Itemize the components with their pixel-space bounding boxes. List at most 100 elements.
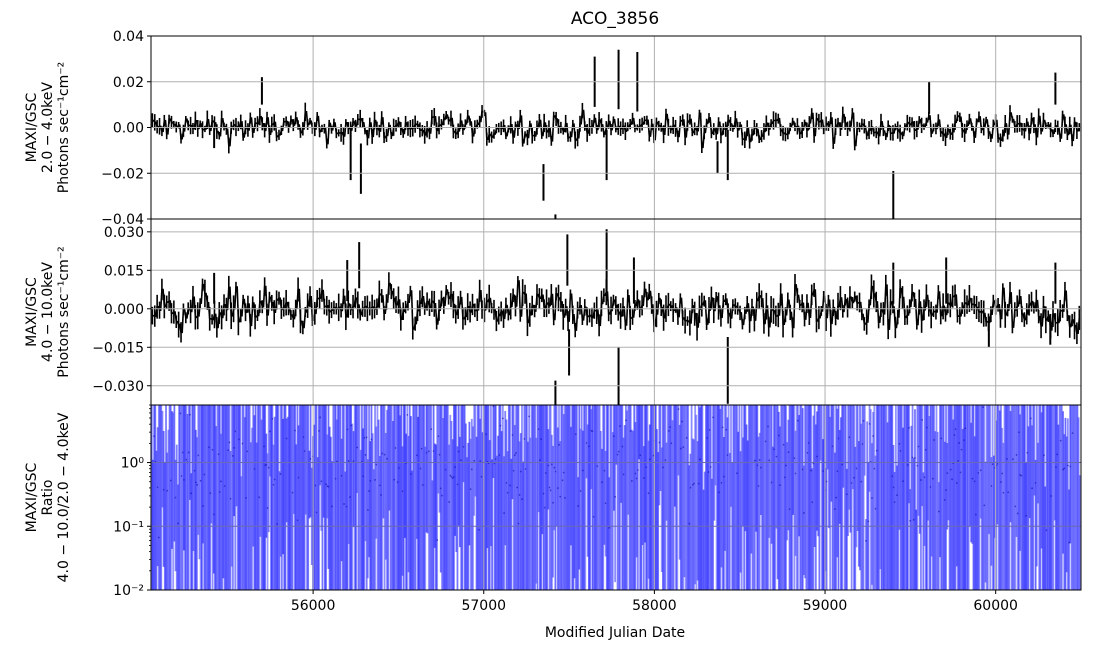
- ratio-point: [1029, 417, 1032, 420]
- ratio-point: [554, 470, 557, 473]
- ratio-point: [767, 425, 769, 428]
- plot-area-hard: [151, 229, 1081, 405]
- ratio-point: [845, 493, 848, 496]
- ratio-point: [624, 419, 627, 422]
- y-axis-label-ratio: 4.0 − 10.0/2.0 − 4.0keV: [56, 412, 72, 582]
- ratio-point: [865, 540, 867, 542]
- ratio-point: [709, 466, 712, 468]
- ratio-point: [682, 446, 685, 449]
- ratio-point: [519, 470, 522, 473]
- y-axis-label-soft: Photons sec⁻¹cm⁻²: [56, 62, 72, 194]
- ratio-point: [958, 442, 961, 444]
- ratio-point: [157, 536, 160, 539]
- ratio-point: [366, 509, 369, 511]
- panel-ratio: 10⁻² 10⁻¹ 10⁰ MAXI/GSC Ratio 4.0 − 10.0/2.0 −…: [24, 404, 1082, 599]
- ratio-point: [430, 428, 433, 431]
- ratio-point: [266, 507, 269, 509]
- ratio-point: [617, 450, 620, 453]
- plot-area-ratio: [151, 405, 1081, 590]
- ratio-point: [318, 430, 320, 432]
- y-tick-label: −0.030: [92, 379, 144, 395]
- x-tick-label: 60000: [973, 598, 1018, 614]
- ratio-point: [777, 434, 780, 437]
- y-tick-label: 0.00: [113, 121, 144, 137]
- ratio-point: [245, 496, 247, 499]
- panel-hard: −0.030 −0.015 0.000 0.015 0.030 MAXI/GSC 4.0 −…: [24, 218, 1082, 406]
- ratio-point: [229, 497, 232, 500]
- y-tick-label: −0.015: [92, 340, 144, 356]
- ratio-point: [258, 496, 261, 499]
- ratio-point: [929, 486, 932, 488]
- ratio-point: [325, 483, 327, 486]
- ratio-point: [194, 481, 197, 484]
- ratio-point: [179, 412, 182, 415]
- ratio-point: [267, 466, 270, 469]
- ratio-point: [513, 454, 516, 456]
- ratio-point: [350, 424, 353, 427]
- ratio-point: [552, 501, 554, 504]
- ratio-point: [174, 496, 177, 499]
- ratio-point: [689, 486, 692, 489]
- ratio-point: [629, 430, 632, 433]
- ratio-point: [406, 413, 409, 416]
- ratio-point: [365, 436, 368, 439]
- ratio-point: [977, 471, 980, 474]
- ratio-point: [209, 492, 212, 495]
- y-tick-label: 0.04: [113, 29, 144, 45]
- ratio-point: [448, 501, 451, 503]
- ratio-point: [549, 489, 552, 492]
- ratio-point: [619, 425, 621, 428]
- ratio-point: [614, 495, 617, 498]
- ratio-point: [285, 437, 288, 440]
- ratio-point: [271, 417, 274, 420]
- ratio-point: [585, 442, 588, 444]
- ratio-point: [393, 478, 396, 481]
- y-axis-label-hard: Photons sec⁻¹cm⁻²: [56, 246, 72, 378]
- ratio-point: [1071, 432, 1074, 435]
- ratio-point: [662, 466, 664, 469]
- ratio-point: [1014, 505, 1017, 508]
- ratio-point: [990, 485, 993, 487]
- ratio-point: [873, 467, 876, 470]
- ratio-point: [449, 474, 452, 477]
- ratio-point: [959, 471, 962, 474]
- y-tick-label: −0.04: [101, 212, 144, 228]
- ratio-point: [561, 479, 564, 482]
- ratio-point: [850, 482, 853, 484]
- ratio-point: [334, 477, 337, 480]
- ratio-point: [906, 464, 909, 466]
- ratio-point: [564, 497, 566, 499]
- ratio-point: [591, 430, 594, 433]
- ratio-point: [241, 442, 244, 445]
- y-axis-label-soft: 2.0 − 4.0keV: [40, 82, 56, 173]
- ratio-point: [363, 436, 366, 439]
- ratio-point: [645, 466, 648, 469]
- ratio-point: [189, 413, 191, 416]
- ratio-point: [383, 453, 386, 456]
- ratio-point: [757, 485, 760, 487]
- ratio-point: [494, 458, 497, 460]
- ratio-point: [979, 469, 982, 472]
- ratio-point: [470, 468, 473, 471]
- ratio-point: [309, 457, 312, 460]
- chart-title: ACO_3856: [571, 9, 659, 29]
- x-tick-label: 58000: [632, 598, 677, 614]
- ratio-point: [636, 469, 639, 471]
- ratio-point: [380, 493, 382, 496]
- ratio-point: [996, 462, 999, 465]
- ratio-point: [759, 466, 762, 469]
- ratio-point: [409, 473, 412, 475]
- ratio-point: [779, 484, 781, 487]
- ratio-point: [528, 415, 531, 418]
- ratio-point: [601, 481, 603, 484]
- ratio-point: [550, 463, 553, 466]
- ratio-point: [911, 456, 914, 459]
- ratio-point: [862, 419, 865, 422]
- ratio-point: [1059, 439, 1062, 442]
- ratio-point: [319, 416, 322, 419]
- ratio-point: [499, 424, 502, 427]
- x-tick-label: 57000: [461, 598, 506, 614]
- ratio-point: [441, 494, 443, 497]
